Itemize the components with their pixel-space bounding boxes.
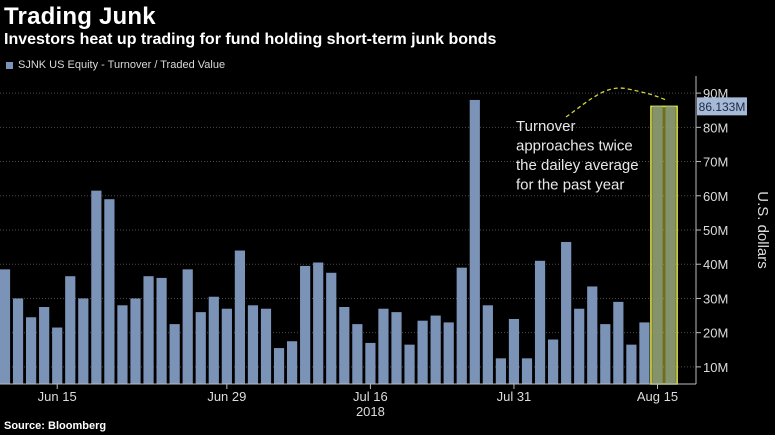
y-tick-label-80: 80M bbox=[703, 120, 728, 135]
bar-15 bbox=[195, 312, 206, 384]
bar-12 bbox=[156, 277, 167, 384]
bar-44 bbox=[574, 308, 585, 384]
gridlines bbox=[0, 92, 696, 368]
bar-46 bbox=[600, 324, 611, 384]
annotation-arrow bbox=[565, 87, 667, 118]
axes bbox=[0, 76, 701, 389]
bar-22 bbox=[287, 341, 298, 384]
legend: SJNK US Equity - Turnover / Traded Value bbox=[6, 59, 225, 71]
source-note: Source: Bloomberg bbox=[4, 420, 107, 432]
bar-32 bbox=[417, 320, 428, 384]
bar-10 bbox=[130, 298, 141, 384]
bar-19 bbox=[247, 305, 259, 384]
bar-29 bbox=[378, 308, 389, 384]
y-tick-label-10: 10M bbox=[703, 360, 728, 375]
bar-35 bbox=[456, 267, 467, 384]
bar-14 bbox=[182, 269, 193, 384]
chart-title: Trading Junk bbox=[4, 3, 156, 30]
bar-40 bbox=[521, 358, 533, 384]
bar-6 bbox=[78, 298, 89, 384]
bar-20 bbox=[260, 308, 272, 384]
bar-27 bbox=[352, 324, 363, 384]
bar-49 bbox=[639, 322, 650, 384]
last-value-box bbox=[697, 97, 747, 116]
bar-2 bbox=[26, 317, 37, 384]
bar-34 bbox=[443, 322, 454, 384]
bar-1 bbox=[12, 298, 24, 384]
chart-subtitle: Investors heat up trading for fund holdi… bbox=[4, 31, 497, 48]
bar-9 bbox=[117, 305, 128, 384]
annotation-line-2: the dailey average bbox=[516, 157, 639, 174]
bar-45 bbox=[587, 286, 598, 384]
bar-4 bbox=[52, 327, 63, 384]
x-tick-label-1: Jun 29 bbox=[207, 389, 246, 404]
bar-33 bbox=[430, 315, 441, 384]
bar-13 bbox=[169, 324, 180, 384]
annotation-line-1: approaches twice bbox=[516, 138, 633, 155]
bar-5 bbox=[65, 276, 76, 384]
bar-31 bbox=[404, 344, 415, 384]
bar-18 bbox=[234, 250, 245, 384]
legend-label: SJNK US Equity - Turnover / Traded Value bbox=[18, 59, 226, 71]
bar-51 bbox=[665, 106, 676, 384]
bar-30 bbox=[391, 312, 402, 384]
y-tick-label-30: 30M bbox=[703, 291, 728, 306]
bar-7 bbox=[91, 190, 102, 384]
bar-24 bbox=[313, 262, 324, 384]
bar-36 bbox=[469, 99, 480, 384]
bar-42 bbox=[548, 339, 559, 384]
bar-21 bbox=[273, 348, 285, 384]
bar-43 bbox=[561, 241, 572, 384]
bar-25 bbox=[326, 272, 337, 384]
bar-17 bbox=[221, 308, 232, 384]
bar-28 bbox=[365, 342, 376, 384]
y-tick-label-60: 60M bbox=[703, 189, 728, 204]
bars bbox=[0, 99, 676, 384]
x-tick-label-3: Jul 31 bbox=[497, 389, 532, 404]
bar-3 bbox=[39, 307, 50, 384]
y-tick-label-50: 50M bbox=[703, 223, 728, 238]
bar-47 bbox=[613, 301, 624, 384]
y-tick-label-40: 40M bbox=[703, 257, 728, 272]
annotation-line-3: for the past year bbox=[516, 177, 624, 194]
legend-swatch bbox=[6, 61, 13, 69]
bar-38 bbox=[495, 358, 506, 384]
bar-37 bbox=[482, 305, 493, 384]
bar-39 bbox=[508, 318, 520, 384]
bar-50 bbox=[652, 106, 663, 384]
annotation-line-0: Turnover bbox=[516, 118, 575, 135]
bar-0 bbox=[0, 269, 11, 384]
x-year-label: 2018 bbox=[356, 404, 385, 419]
bar-8 bbox=[104, 199, 115, 384]
x-tick-labels: Jun 15 Jun 29 Jul 16 Jul 31 Aug 15 2018 bbox=[38, 389, 678, 419]
y-axis-title: U.S. dollars bbox=[754, 191, 771, 269]
x-tick-label-4: Aug 15 bbox=[637, 389, 678, 404]
bar-11 bbox=[143, 276, 154, 384]
bar-41 bbox=[534, 260, 546, 384]
y-tick-label-70: 70M bbox=[703, 155, 728, 170]
bar-26 bbox=[339, 307, 350, 384]
x-tick-label-0: Jun 15 bbox=[38, 389, 77, 404]
x-tick-label-2: Jul 16 bbox=[353, 389, 388, 404]
bar-48 bbox=[626, 344, 637, 384]
last-value-label: 86.133M bbox=[699, 100, 746, 114]
bar-16 bbox=[208, 296, 219, 384]
annotations: Turnover approaches twice the dailey avera… bbox=[516, 87, 747, 194]
y-tick-label-20: 20M bbox=[703, 326, 728, 341]
bar-23 bbox=[300, 265, 311, 384]
